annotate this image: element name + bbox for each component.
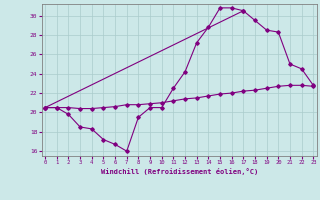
X-axis label: Windchill (Refroidissement éolien,°C): Windchill (Refroidissement éolien,°C) [100, 168, 258, 175]
